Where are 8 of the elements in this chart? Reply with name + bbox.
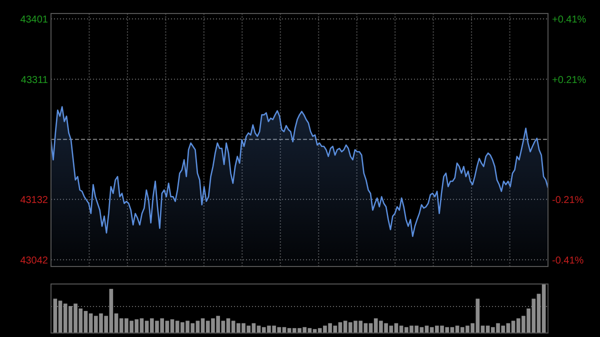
y2-tick-label: +0.21% — [552, 74, 586, 86]
y2-tick-label: -0.41% — [552, 255, 584, 266]
y2-tick-label: -0.21% — [552, 194, 584, 206]
y2-tick-label: +0.41% — [552, 14, 586, 26]
y-tick-label: 43311 — [20, 74, 48, 86]
y-tick-label: 43401 — [20, 14, 48, 26]
y-tick-label: 43132 — [20, 194, 48, 206]
y-tick-label: 43042 — [20, 255, 48, 266]
